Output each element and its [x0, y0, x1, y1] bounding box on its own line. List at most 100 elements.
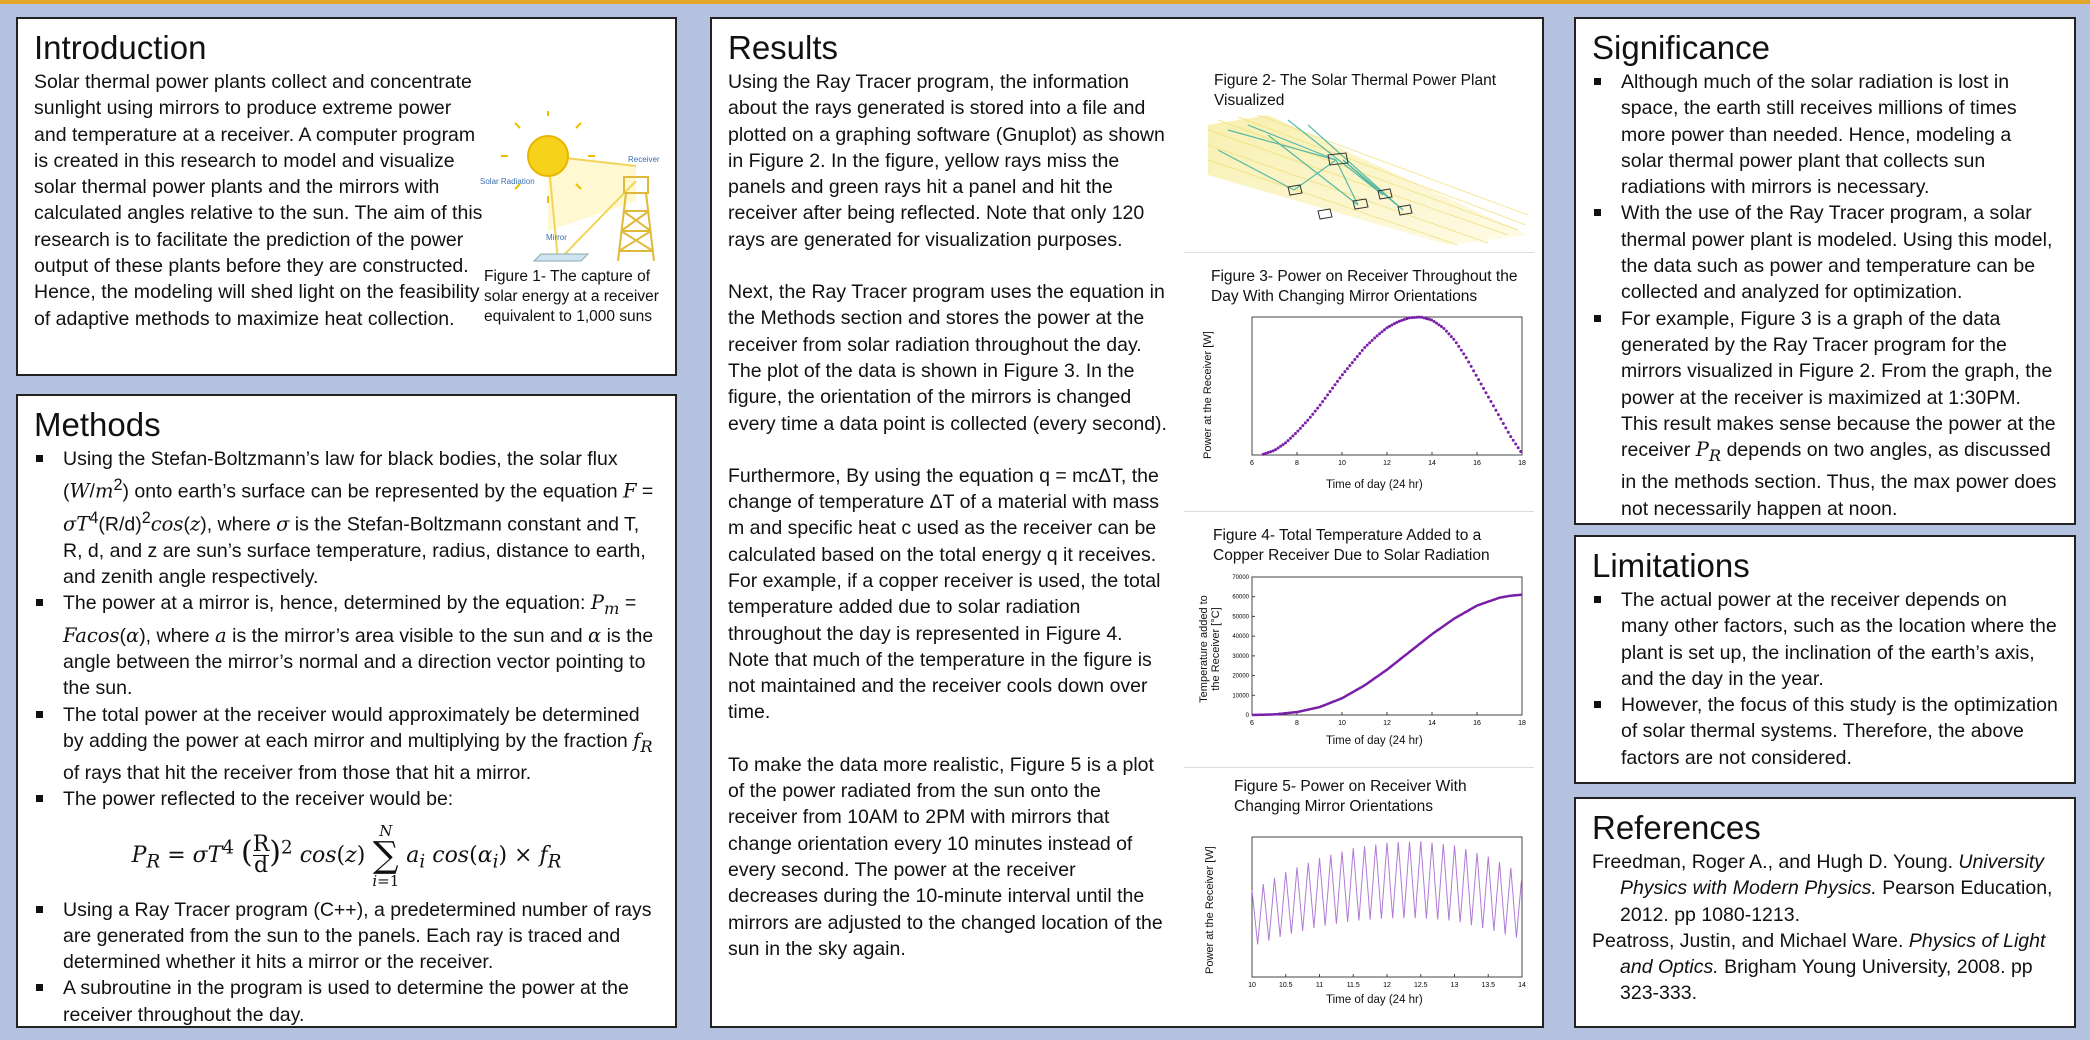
data-point	[1303, 421, 1307, 425]
x-tick-label: 14	[1518, 982, 1526, 989]
x-tick-label: 12	[1383, 720, 1391, 727]
data-point	[1516, 446, 1520, 450]
data-point	[1491, 404, 1495, 408]
x-tick-label: 12.5	[1414, 982, 1428, 989]
y-tick-label: 0	[1246, 713, 1250, 719]
data-point	[1417, 315, 1421, 319]
data-point	[1338, 376, 1342, 380]
references-panel: References Freedman, Roger A., and Hugh …	[1574, 797, 2076, 1028]
figure-3-chart: 6 8 10 12 14 16 18	[1250, 315, 1526, 467]
y-tick-label: 70000	[1232, 575, 1249, 581]
data-point	[1313, 409, 1317, 413]
data-point	[1373, 336, 1377, 340]
methods-bullet-2: The power at a mirror is, hence, determi…	[36, 590, 659, 701]
references-title: References	[1592, 809, 1761, 846]
data-point	[1269, 450, 1273, 454]
y-tick-label: 10000	[1232, 693, 1249, 699]
data-point	[1383, 328, 1387, 332]
data-point	[1387, 324, 1391, 328]
x-tick-label: 6	[1250, 720, 1254, 727]
figure-3-caption: Figure 3- Power on Receiver Throughout t…	[1211, 268, 1518, 305]
x-tick-label: 11	[1316, 982, 1323, 989]
data-point	[1279, 444, 1283, 448]
methods-bullet-4: The power reflected to the receiver woul…	[36, 786, 659, 812]
data-point	[1271, 449, 1275, 453]
significance-title: Significance	[1592, 29, 1770, 66]
data-point	[1298, 426, 1302, 430]
results-title: Results	[728, 29, 839, 66]
reference-1: Freedman, Roger A., and Hugh D. Young. U…	[1592, 850, 2053, 926]
data-point	[1350, 361, 1354, 365]
methods-title: Methods	[34, 406, 161, 443]
y-tick-label: 60000	[1232, 595, 1249, 601]
significance-bullet-1: Although much of the solar radiation is …	[1594, 69, 2058, 200]
x-tick-label: 13.5	[1481, 982, 1495, 989]
y-tick-label: 40000	[1232, 634, 1249, 640]
figure-5-caption: Figure 5- Power on Receiver With Changin…	[1234, 778, 1467, 815]
data-point	[1390, 323, 1394, 327]
reference-2: Peatross, Justin, and Michael Ware. Phys…	[1592, 929, 2046, 1005]
data-point	[1459, 348, 1463, 352]
y-tick-label: 50000	[1232, 614, 1249, 620]
results-text: Using the Ray Tracer program, the inform…	[728, 69, 1168, 962]
data-point	[1400, 318, 1404, 322]
data-point	[1321, 400, 1325, 404]
figure-divider-3	[1184, 767, 1534, 768]
data-point	[1318, 403, 1322, 407]
data-point	[1432, 319, 1436, 323]
x-tick-label: 12	[1383, 460, 1391, 467]
x-tick-label: 14	[1428, 460, 1436, 467]
data-point	[1375, 334, 1379, 338]
figure-5-ylabel: Power at the Receiver [W]	[1204, 846, 1216, 974]
data-point	[1311, 412, 1315, 416]
data-point	[1306, 418, 1310, 422]
x-tick-label: 16	[1473, 460, 1481, 467]
data-point	[1477, 378, 1481, 382]
data-point	[1291, 434, 1295, 438]
data-point	[1296, 429, 1300, 433]
data-point	[1437, 323, 1441, 327]
data-point	[1425, 317, 1429, 321]
data-point	[1479, 382, 1483, 386]
x-tick-label: 10.5	[1279, 982, 1293, 989]
power-series-line	[1251, 841, 1522, 945]
data-point	[1407, 316, 1411, 320]
y-tick-label: 30000	[1232, 654, 1249, 660]
figure-1-label-solar: Solar Radiation	[480, 177, 535, 186]
data-point	[1452, 337, 1456, 341]
results-panel: Results Using the Ray Tracer program, th…	[710, 17, 1544, 1028]
data-point	[1360, 348, 1364, 352]
data-point	[1331, 386, 1335, 390]
data-point	[1499, 417, 1503, 421]
data-point	[1519, 449, 1523, 453]
data-point	[1457, 344, 1461, 348]
limitations-bullet-1: The actual power at the receiver depends…	[1594, 587, 2058, 692]
data-point	[1420, 315, 1424, 319]
data-point	[1501, 421, 1505, 425]
data-point	[1482, 386, 1486, 390]
plot-frame	[1251, 316, 1523, 456]
data-point	[1449, 335, 1453, 339]
limitations-title: Limitations	[1592, 547, 1750, 584]
figure-2-caption: Figure 2- The Solar Thermal Power Plant …	[1214, 72, 1496, 109]
data-point	[1405, 317, 1409, 321]
data-point	[1442, 326, 1446, 330]
data-point	[1281, 443, 1285, 447]
results-paragraph-4: To make the data more realistic, Figure …	[728, 753, 1163, 960]
figure-4-xlabel: Time of day (24 hr)	[1326, 735, 1423, 747]
x-tick-label: 10	[1248, 982, 1256, 989]
data-point	[1494, 408, 1498, 412]
data-point	[1486, 395, 1490, 399]
data-point	[1511, 438, 1515, 442]
plot-frame	[1251, 576, 1523, 716]
data-point	[1333, 383, 1337, 387]
data-point	[1395, 320, 1399, 324]
data-point	[1464, 356, 1468, 360]
data-point	[1439, 325, 1443, 329]
data-point	[1467, 360, 1471, 364]
x-tick-label: 8	[1295, 720, 1299, 727]
figure-1-label-receiver: Receiver	[628, 155, 660, 164]
data-point	[1328, 390, 1332, 394]
introduction-panel: Introduction Solar thermal power plants …	[16, 17, 677, 376]
data-point	[1484, 391, 1488, 395]
